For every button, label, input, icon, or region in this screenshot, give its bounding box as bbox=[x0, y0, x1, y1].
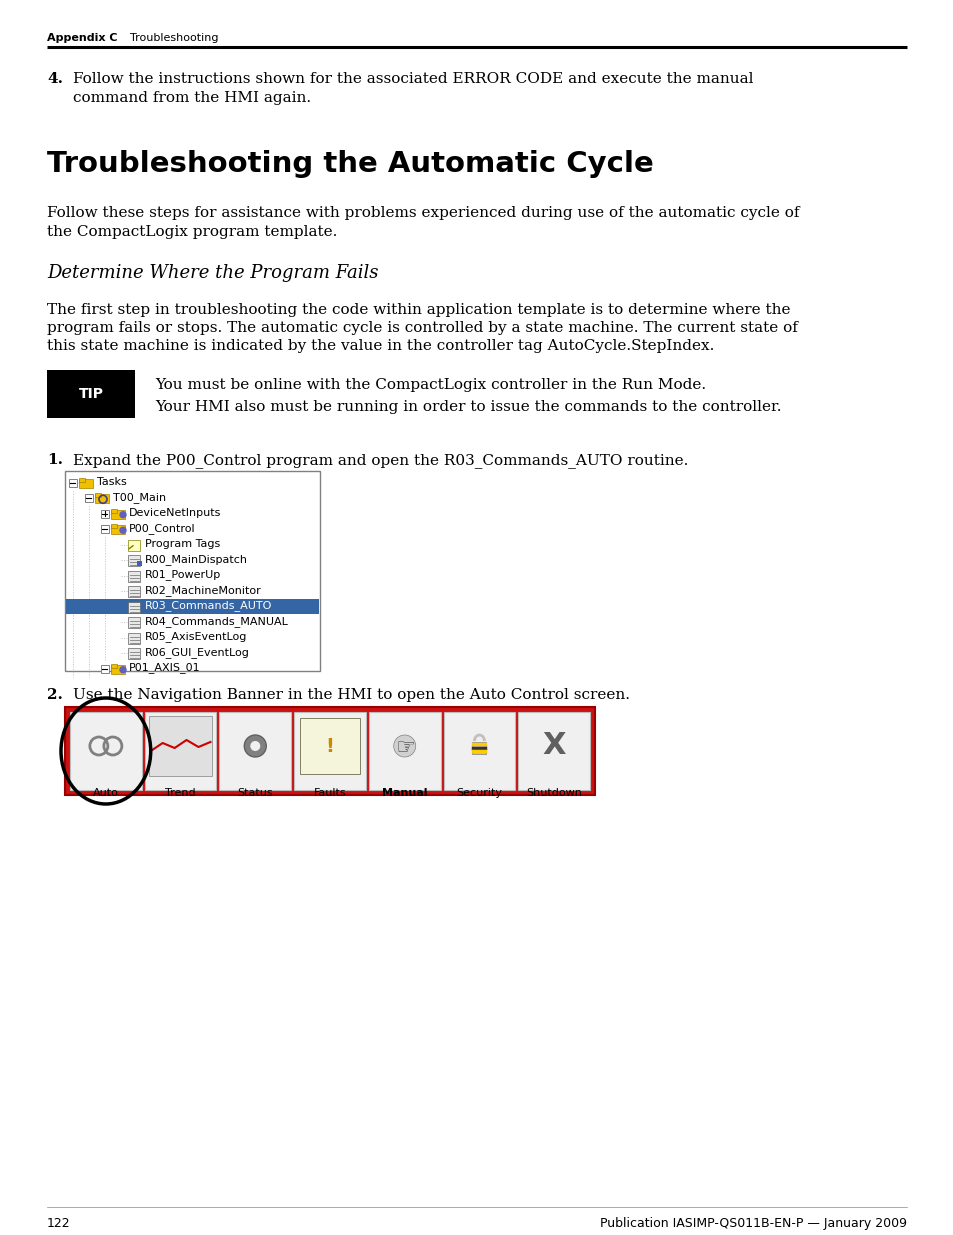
FancyBboxPatch shape bbox=[111, 525, 125, 535]
FancyBboxPatch shape bbox=[128, 556, 140, 567]
Text: R01_PowerUp: R01_PowerUp bbox=[145, 569, 221, 580]
FancyBboxPatch shape bbox=[111, 663, 117, 668]
Text: ☞: ☞ bbox=[395, 739, 415, 758]
Text: R06_GUI_EventLog: R06_GUI_EventLog bbox=[145, 647, 250, 658]
FancyBboxPatch shape bbox=[443, 713, 515, 790]
FancyBboxPatch shape bbox=[517, 713, 589, 790]
Text: You must be online with the CompactLogix controller in the Run Mode.: You must be online with the CompactLogix… bbox=[154, 378, 705, 391]
Text: Use the Navigation Banner in the HMI to open the Auto Control screen.: Use the Navigation Banner in the HMI to … bbox=[73, 688, 629, 701]
Text: R02_MachineMonitor: R02_MachineMonitor bbox=[145, 585, 261, 595]
Circle shape bbox=[120, 527, 126, 534]
Text: Shutdown: Shutdown bbox=[526, 788, 581, 798]
Text: P01_AXIS_01: P01_AXIS_01 bbox=[129, 662, 200, 673]
Text: 1.: 1. bbox=[47, 453, 63, 467]
Text: The first step in troubleshooting the code within application template is to det: The first step in troubleshooting the co… bbox=[47, 303, 790, 317]
FancyBboxPatch shape bbox=[128, 632, 140, 643]
FancyBboxPatch shape bbox=[101, 510, 109, 517]
Text: the CompactLogix program template.: the CompactLogix program template. bbox=[47, 225, 337, 240]
Text: Troubleshooting the Automatic Cycle: Troubleshooting the Automatic Cycle bbox=[47, 149, 653, 178]
Circle shape bbox=[244, 735, 266, 757]
FancyBboxPatch shape bbox=[47, 370, 135, 417]
FancyBboxPatch shape bbox=[95, 494, 109, 503]
Text: R05_AxisEventLog: R05_AxisEventLog bbox=[145, 631, 247, 642]
FancyBboxPatch shape bbox=[369, 713, 440, 790]
FancyBboxPatch shape bbox=[79, 479, 92, 488]
Circle shape bbox=[120, 667, 126, 673]
FancyBboxPatch shape bbox=[145, 713, 216, 790]
Text: this state machine is indicated by the value in the controller tag AutoCycle.Ste: this state machine is indicated by the v… bbox=[47, 338, 714, 353]
FancyBboxPatch shape bbox=[300, 718, 359, 774]
FancyBboxPatch shape bbox=[85, 494, 92, 503]
Text: P00_Control: P00_Control bbox=[129, 522, 195, 534]
Text: Program Tags: Program Tags bbox=[145, 538, 220, 548]
FancyBboxPatch shape bbox=[128, 618, 140, 629]
Text: X: X bbox=[542, 731, 565, 761]
Text: 2.: 2. bbox=[47, 688, 63, 701]
Text: R03_Commands_AUTO: R03_Commands_AUTO bbox=[145, 600, 273, 611]
Text: Faults: Faults bbox=[314, 788, 346, 798]
Circle shape bbox=[394, 735, 416, 757]
FancyBboxPatch shape bbox=[66, 599, 318, 614]
Text: TIP: TIP bbox=[78, 387, 103, 401]
Text: Status: Status bbox=[237, 788, 273, 798]
Text: command from the HMI again.: command from the HMI again. bbox=[73, 91, 311, 105]
Text: T00_Main: T00_Main bbox=[112, 492, 166, 503]
FancyBboxPatch shape bbox=[65, 471, 319, 671]
FancyBboxPatch shape bbox=[149, 716, 213, 776]
Text: Appendix C: Appendix C bbox=[47, 33, 117, 43]
Text: Auto: Auto bbox=[92, 788, 119, 798]
FancyBboxPatch shape bbox=[128, 540, 140, 551]
FancyBboxPatch shape bbox=[95, 493, 101, 498]
Text: Publication IASIMP-QS011B-EN-P — January 2009: Publication IASIMP-QS011B-EN-P — January… bbox=[599, 1216, 906, 1230]
Text: Follow these steps for assistance with problems experienced during use of the au: Follow these steps for assistance with p… bbox=[47, 206, 799, 220]
Text: R00_MainDispatch: R00_MainDispatch bbox=[145, 553, 248, 564]
FancyBboxPatch shape bbox=[128, 648, 140, 659]
FancyBboxPatch shape bbox=[137, 561, 142, 567]
FancyBboxPatch shape bbox=[111, 524, 117, 529]
Circle shape bbox=[120, 511, 126, 517]
Text: Determine Where the Program Fails: Determine Where the Program Fails bbox=[47, 264, 378, 282]
Text: 4.: 4. bbox=[47, 72, 63, 86]
Text: Tasks: Tasks bbox=[97, 477, 127, 487]
FancyBboxPatch shape bbox=[294, 713, 365, 790]
FancyBboxPatch shape bbox=[101, 664, 109, 673]
Text: Manual: Manual bbox=[381, 788, 427, 798]
Text: Expand the P00_Control program and open the R03_Commands_AUTO routine.: Expand the P00_Control program and open … bbox=[73, 453, 688, 468]
FancyBboxPatch shape bbox=[111, 509, 117, 513]
Text: DeviceNetInputs: DeviceNetInputs bbox=[129, 508, 221, 517]
FancyBboxPatch shape bbox=[219, 713, 291, 790]
Text: !: ! bbox=[325, 736, 335, 756]
FancyBboxPatch shape bbox=[101, 525, 109, 534]
FancyBboxPatch shape bbox=[65, 706, 595, 795]
Text: Your HMI also must be running in order to issue the commands to the controller.: Your HMI also must be running in order t… bbox=[154, 400, 781, 414]
Text: 122: 122 bbox=[47, 1216, 71, 1230]
Text: program fails or stops. The automatic cycle is controlled by a state machine. Th: program fails or stops. The automatic cy… bbox=[47, 321, 797, 335]
Text: Trend: Trend bbox=[165, 788, 195, 798]
Text: Troubleshooting: Troubleshooting bbox=[130, 33, 218, 43]
FancyBboxPatch shape bbox=[70, 713, 142, 790]
FancyBboxPatch shape bbox=[111, 664, 125, 674]
FancyBboxPatch shape bbox=[472, 742, 486, 755]
Text: R04_Commands_MANUAL: R04_Commands_MANUAL bbox=[145, 616, 289, 626]
Text: Follow the instructions shown for the associated ERROR CODE and execute the manu: Follow the instructions shown for the as… bbox=[73, 72, 753, 86]
FancyBboxPatch shape bbox=[111, 510, 125, 519]
FancyBboxPatch shape bbox=[69, 479, 77, 487]
FancyBboxPatch shape bbox=[79, 478, 85, 482]
Text: Security: Security bbox=[456, 788, 502, 798]
FancyBboxPatch shape bbox=[128, 587, 140, 598]
Circle shape bbox=[250, 741, 260, 751]
FancyBboxPatch shape bbox=[128, 571, 140, 582]
FancyBboxPatch shape bbox=[128, 601, 140, 613]
